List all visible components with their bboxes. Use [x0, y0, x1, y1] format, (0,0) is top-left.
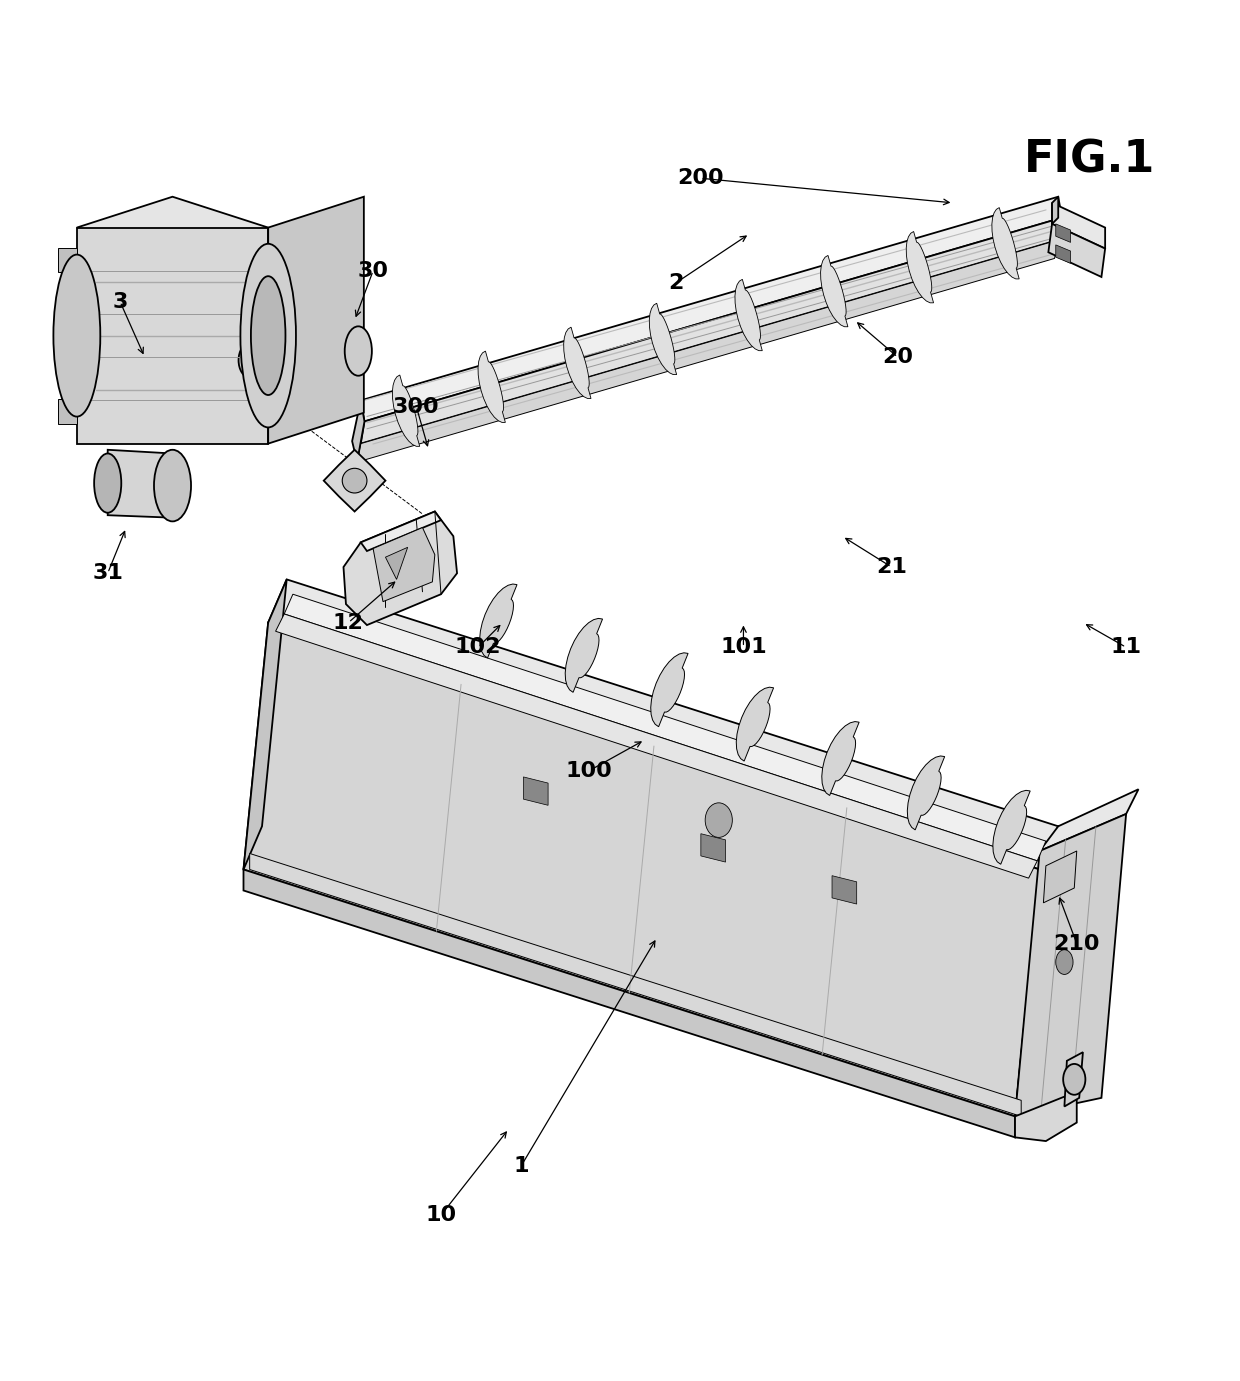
Polygon shape — [832, 876, 857, 905]
Text: 11: 11 — [1111, 637, 1142, 657]
Text: 21: 21 — [877, 557, 906, 577]
Polygon shape — [268, 196, 363, 443]
Text: 102: 102 — [455, 637, 501, 657]
Polygon shape — [243, 623, 1039, 1116]
Polygon shape — [822, 721, 859, 795]
Text: 101: 101 — [720, 637, 766, 657]
Polygon shape — [249, 853, 1022, 1116]
Polygon shape — [361, 196, 1061, 421]
Polygon shape — [1052, 203, 1105, 249]
Polygon shape — [243, 580, 286, 870]
Polygon shape — [1055, 244, 1070, 264]
Text: 3: 3 — [113, 291, 128, 312]
Polygon shape — [386, 547, 408, 580]
Polygon shape — [343, 511, 458, 626]
Ellipse shape — [1055, 950, 1073, 975]
Ellipse shape — [1063, 1063, 1085, 1095]
Polygon shape — [1016, 1092, 1076, 1141]
Polygon shape — [993, 790, 1030, 865]
Polygon shape — [352, 400, 365, 463]
Ellipse shape — [706, 802, 733, 837]
Text: 210: 210 — [1054, 934, 1100, 953]
Polygon shape — [1048, 224, 1105, 278]
Text: 12: 12 — [334, 613, 363, 632]
Polygon shape — [821, 255, 848, 327]
Polygon shape — [908, 755, 945, 830]
Ellipse shape — [238, 342, 260, 377]
Polygon shape — [906, 232, 934, 302]
Polygon shape — [992, 207, 1019, 279]
Text: 200: 200 — [677, 168, 724, 188]
Polygon shape — [324, 450, 386, 511]
Polygon shape — [77, 228, 268, 443]
Polygon shape — [480, 584, 517, 657]
Polygon shape — [108, 450, 172, 518]
Text: 31: 31 — [92, 563, 123, 583]
Polygon shape — [565, 619, 603, 692]
Ellipse shape — [241, 244, 296, 427]
Polygon shape — [1043, 851, 1076, 903]
Polygon shape — [284, 594, 1045, 860]
Polygon shape — [392, 376, 419, 446]
Text: 1: 1 — [513, 1156, 529, 1175]
Polygon shape — [77, 196, 268, 258]
Ellipse shape — [94, 453, 122, 512]
Polygon shape — [564, 327, 591, 399]
Text: 300: 300 — [393, 396, 440, 417]
Polygon shape — [58, 399, 77, 424]
Polygon shape — [650, 304, 677, 374]
Polygon shape — [1052, 196, 1058, 224]
Ellipse shape — [342, 468, 367, 493]
Polygon shape — [268, 580, 1058, 870]
Polygon shape — [1039, 790, 1138, 851]
Polygon shape — [523, 778, 548, 805]
Text: 30: 30 — [357, 261, 388, 280]
Text: 20: 20 — [882, 347, 913, 367]
Polygon shape — [1064, 1052, 1083, 1106]
Polygon shape — [275, 615, 1037, 878]
Polygon shape — [361, 511, 441, 551]
Polygon shape — [249, 326, 358, 376]
Ellipse shape — [345, 326, 372, 376]
Polygon shape — [651, 653, 688, 726]
Text: FIG.1: FIG.1 — [1023, 138, 1154, 181]
Text: 2: 2 — [668, 273, 683, 293]
Polygon shape — [1055, 224, 1070, 243]
Polygon shape — [479, 351, 506, 423]
Polygon shape — [1016, 826, 1076, 1116]
Polygon shape — [701, 834, 725, 862]
Ellipse shape — [53, 254, 100, 417]
Polygon shape — [357, 240, 1058, 463]
Ellipse shape — [154, 450, 191, 522]
Polygon shape — [243, 870, 1016, 1138]
Polygon shape — [361, 218, 1061, 443]
Polygon shape — [373, 528, 435, 602]
Polygon shape — [58, 247, 77, 272]
Polygon shape — [735, 279, 763, 351]
Polygon shape — [1016, 813, 1126, 1116]
Polygon shape — [737, 688, 774, 761]
Ellipse shape — [250, 276, 285, 395]
Text: 100: 100 — [565, 761, 613, 780]
Text: 10: 10 — [425, 1206, 456, 1225]
